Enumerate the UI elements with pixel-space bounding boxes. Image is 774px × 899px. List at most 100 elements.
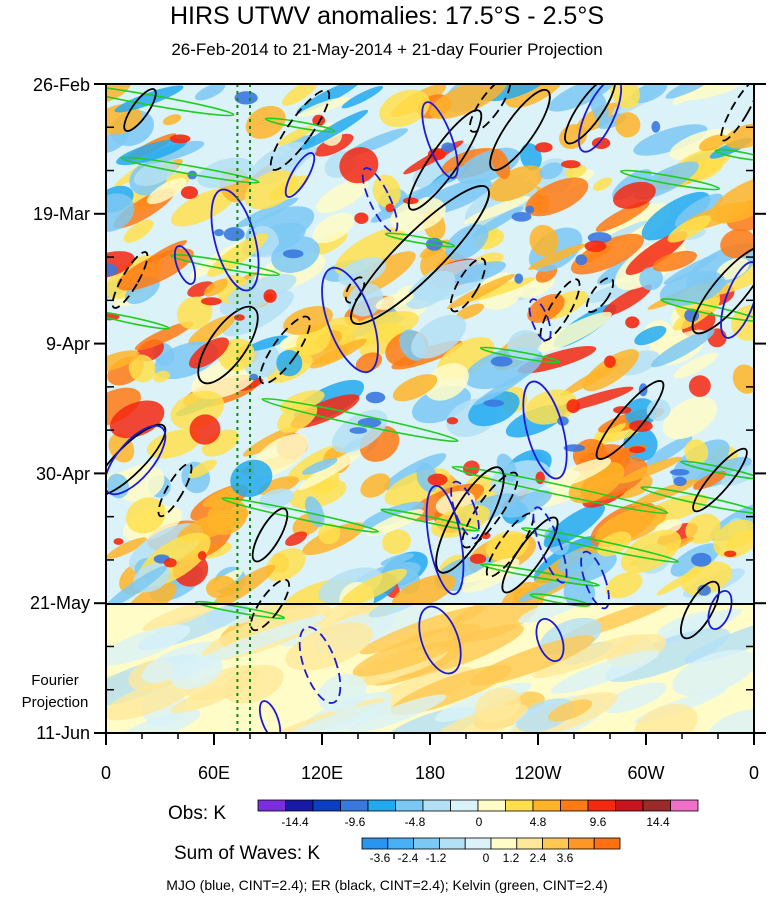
waves-colorbar-tick: -1.2 — [425, 851, 447, 865]
obs-anomaly-cell — [525, 177, 589, 217]
y-tick-label: 9-Apr — [45, 334, 90, 354]
er-contour — [585, 277, 615, 313]
projection-anomaly-cell — [532, 634, 644, 679]
obs-anomaly-cell — [134, 321, 194, 351]
mjo-contour — [321, 266, 379, 374]
x-tick-label: 0 — [748, 763, 759, 783]
obs-anomaly-cell — [674, 193, 723, 228]
obs-anomaly-cell — [123, 219, 154, 243]
obs-anomaly-cell — [524, 389, 577, 425]
obs-anomaly-cell — [227, 274, 297, 306]
mjo-contour — [173, 245, 197, 285]
projection-anomaly-cell — [359, 605, 485, 655]
obs-anomaly-cell — [188, 337, 229, 369]
obs-anomaly-cell — [298, 444, 370, 491]
kelvin-contour — [480, 563, 600, 587]
er-contour — [720, 84, 754, 142]
waves-colorbar — [361, 837, 621, 850]
obs-anomaly-cell — [279, 390, 325, 413]
obs-anomaly-cell — [153, 370, 171, 383]
obs-anomaly-cell — [106, 84, 132, 104]
obs-anomaly-cell — [514, 273, 524, 284]
obs-colorbar-swatch — [532, 799, 561, 812]
obs-anomaly-cell — [663, 253, 719, 285]
obs-anomaly-cell — [305, 496, 325, 528]
obs-anomaly-cell — [316, 178, 369, 214]
kelvin-contour — [529, 593, 591, 607]
projection-anomaly-cell — [352, 623, 481, 677]
obs-anomaly-cell — [490, 356, 513, 367]
obs-anomaly-cell — [128, 354, 156, 383]
mjo-contour — [258, 700, 282, 733]
obs-anomaly-cell — [169, 134, 191, 144]
projection-anomaly-cell — [672, 649, 754, 697]
obs-anomaly-cell — [349, 427, 368, 434]
waves-colorbar-tick: 0 — [482, 851, 490, 865]
obs-anomaly-cell — [318, 522, 341, 545]
obs-colorbar-tick: -14.4 — [281, 815, 309, 829]
er-contour — [259, 315, 311, 385]
obs-anomaly-cell — [180, 186, 199, 200]
obs-anomaly-cell — [424, 363, 469, 401]
obs-anomaly-cell — [539, 162, 563, 180]
obs-anomaly-cell — [489, 165, 544, 202]
kelvin-contour — [479, 346, 561, 364]
obs-anomaly-cell — [390, 197, 446, 233]
er-contour — [250, 578, 290, 632]
obs-anomaly-cell — [235, 197, 299, 228]
waves-colorbar-swatch — [438, 837, 466, 850]
obs-anomaly-cell — [391, 574, 456, 604]
obs-anomaly-cell — [282, 249, 304, 259]
obs-anomaly-cell — [557, 550, 594, 574]
obs-anomaly-cell — [106, 387, 141, 427]
obs-anomaly-cell — [249, 373, 259, 381]
obs-anomaly-cell — [688, 375, 711, 397]
er-contour — [123, 88, 157, 132]
obs-anomaly-cell — [194, 84, 226, 101]
obs-anomaly-cell — [651, 329, 715, 368]
obs-colorbar-swatch — [642, 799, 671, 812]
obs-anomaly-cell — [233, 314, 245, 321]
x-tick-label: 120E — [300, 763, 344, 783]
obs-anomaly-cell — [279, 333, 305, 350]
projection-anomaly-cell — [170, 655, 223, 690]
obs-anomaly-cell — [543, 503, 605, 548]
obs-colorbar-swatch — [670, 799, 699, 812]
er-contour — [692, 447, 748, 513]
mjo-contour — [580, 550, 610, 610]
obs-anomaly-cell — [341, 85, 384, 109]
obs-colorbar-tick: 4.8 — [529, 815, 547, 829]
waves-colorbar-tick: 2.4 — [529, 851, 547, 865]
obs-anomaly-cell — [528, 243, 586, 270]
obs-anomaly-cell — [587, 232, 612, 244]
obs-anomaly-cell — [106, 263, 118, 277]
obs-anomaly-cell — [634, 325, 667, 346]
obs-anomaly-cell — [625, 316, 640, 329]
obs-anomaly-cell — [711, 175, 754, 224]
obs-anomaly-cell — [114, 85, 184, 113]
x-tick-label: 120W — [514, 763, 562, 783]
kelvin-contour — [120, 156, 260, 184]
obs-anomaly-cell — [355, 352, 383, 373]
obs-anomaly-cell — [485, 530, 529, 562]
obs-anomaly-cell — [582, 349, 639, 392]
obs-anomaly-cell — [651, 121, 661, 133]
obs-anomaly-cell — [243, 425, 301, 457]
obs-anomaly-cell — [646, 399, 671, 422]
obs-anomaly-cell — [669, 468, 690, 476]
obs-anomaly-cell — [339, 147, 379, 184]
waves-colorbar-tick: -2.4 — [397, 851, 419, 865]
obs-colorbar-swatch — [560, 799, 589, 812]
obs-anomaly-cell — [354, 212, 369, 224]
obs-anomaly-cell — [618, 456, 682, 484]
obs-anomaly-cell — [244, 170, 298, 210]
obs-anomaly-cell — [527, 293, 565, 323]
obs-anomaly-cell — [146, 429, 201, 459]
waves-colorbar-tick: 1.2 — [502, 851, 520, 865]
obs-colorbar-swatch — [587, 799, 616, 812]
er-contour — [269, 89, 331, 171]
mjo-contour — [535, 618, 565, 662]
obs-anomaly-cell — [405, 270, 456, 309]
obs-anomaly-cell — [427, 473, 448, 486]
obs-anomaly-cell — [469, 553, 487, 564]
